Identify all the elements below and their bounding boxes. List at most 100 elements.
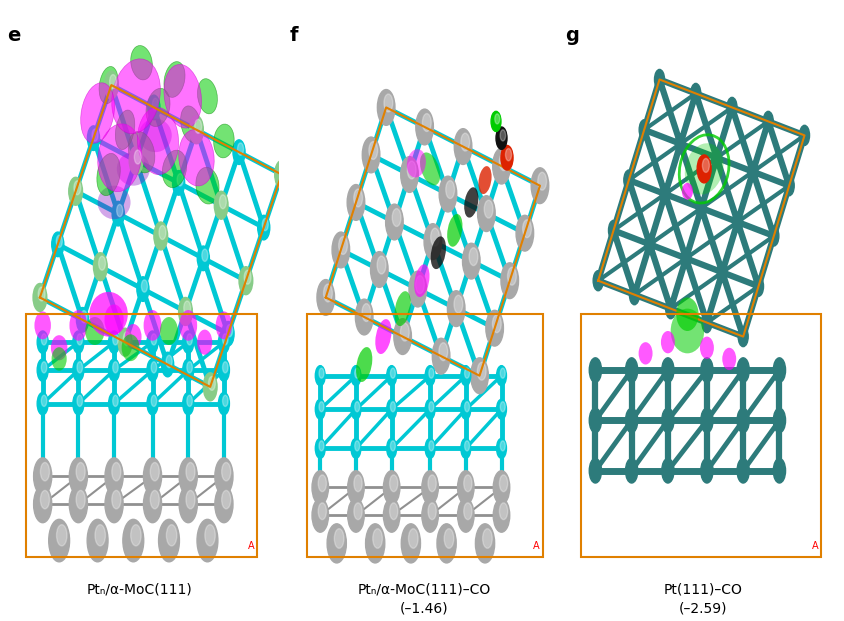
Circle shape <box>129 147 143 175</box>
Circle shape <box>347 184 365 220</box>
Circle shape <box>464 441 469 451</box>
Ellipse shape <box>160 317 178 345</box>
Circle shape <box>389 475 398 492</box>
Circle shape <box>661 408 674 433</box>
Circle shape <box>315 366 325 386</box>
Circle shape <box>350 399 360 419</box>
Circle shape <box>365 524 384 563</box>
Ellipse shape <box>699 337 713 359</box>
Ellipse shape <box>214 124 234 158</box>
Circle shape <box>222 333 228 345</box>
Circle shape <box>665 299 675 319</box>
Circle shape <box>73 359 84 381</box>
Circle shape <box>383 471 399 504</box>
Circle shape <box>219 195 226 209</box>
Circle shape <box>428 475 436 492</box>
Circle shape <box>485 310 503 346</box>
Ellipse shape <box>670 309 703 353</box>
Circle shape <box>421 471 438 504</box>
Circle shape <box>499 503 507 520</box>
Circle shape <box>738 327 747 347</box>
Circle shape <box>464 368 469 378</box>
Circle shape <box>239 266 252 294</box>
Circle shape <box>477 362 485 380</box>
Circle shape <box>112 333 118 345</box>
Circle shape <box>470 358 488 394</box>
Circle shape <box>161 352 174 377</box>
Circle shape <box>319 402 323 412</box>
Circle shape <box>429 368 433 378</box>
Circle shape <box>400 156 418 193</box>
Circle shape <box>425 366 435 386</box>
Circle shape <box>354 189 362 207</box>
Circle shape <box>462 243 479 279</box>
Circle shape <box>110 76 116 88</box>
Circle shape <box>772 358 785 383</box>
Circle shape <box>159 227 165 239</box>
Circle shape <box>495 114 499 124</box>
Ellipse shape <box>143 310 161 341</box>
Circle shape <box>69 486 87 523</box>
Circle shape <box>197 246 209 271</box>
Circle shape <box>425 399 435 419</box>
Circle shape <box>150 491 160 509</box>
Ellipse shape <box>197 330 212 355</box>
Circle shape <box>717 262 727 283</box>
Circle shape <box>316 279 334 315</box>
Circle shape <box>111 491 121 509</box>
Circle shape <box>76 491 85 509</box>
Circle shape <box>661 458 674 483</box>
Circle shape <box>150 463 160 481</box>
Circle shape <box>700 458 712 483</box>
Circle shape <box>112 361 118 373</box>
Circle shape <box>41 491 50 509</box>
Circle shape <box>166 525 176 546</box>
Circle shape <box>87 519 108 562</box>
Circle shape <box>74 182 80 194</box>
Circle shape <box>183 301 191 315</box>
Ellipse shape <box>179 130 214 186</box>
Circle shape <box>233 140 245 165</box>
Circle shape <box>499 475 507 492</box>
Circle shape <box>99 256 106 270</box>
Circle shape <box>390 402 395 412</box>
Circle shape <box>460 133 469 151</box>
Circle shape <box>222 361 228 373</box>
Circle shape <box>143 458 161 495</box>
Ellipse shape <box>125 324 141 349</box>
Circle shape <box>422 114 430 132</box>
Circle shape <box>505 148 511 161</box>
Circle shape <box>428 503 436 520</box>
Circle shape <box>134 152 140 163</box>
Circle shape <box>179 486 197 523</box>
Circle shape <box>57 525 67 546</box>
Circle shape <box>421 499 438 532</box>
Circle shape <box>172 171 185 195</box>
Circle shape <box>178 297 192 325</box>
Circle shape <box>436 524 456 563</box>
Text: f: f <box>289 26 298 45</box>
Circle shape <box>500 441 505 451</box>
Circle shape <box>700 408 712 433</box>
Ellipse shape <box>99 66 118 104</box>
Ellipse shape <box>146 88 170 127</box>
Circle shape <box>240 268 252 293</box>
Circle shape <box>106 73 117 97</box>
Circle shape <box>588 408 601 433</box>
Circle shape <box>123 332 130 346</box>
Circle shape <box>194 119 202 134</box>
Circle shape <box>184 302 190 314</box>
Circle shape <box>468 248 478 266</box>
Ellipse shape <box>463 188 478 217</box>
Ellipse shape <box>164 61 185 97</box>
Circle shape <box>111 463 121 481</box>
Text: Pt(111)–CO: Pt(111)–CO <box>663 582 742 597</box>
Circle shape <box>430 228 439 246</box>
Circle shape <box>123 333 129 345</box>
Ellipse shape <box>414 265 429 297</box>
Circle shape <box>454 129 471 165</box>
Circle shape <box>147 392 158 415</box>
Circle shape <box>262 219 268 230</box>
Circle shape <box>147 359 158 381</box>
Circle shape <box>500 263 518 299</box>
